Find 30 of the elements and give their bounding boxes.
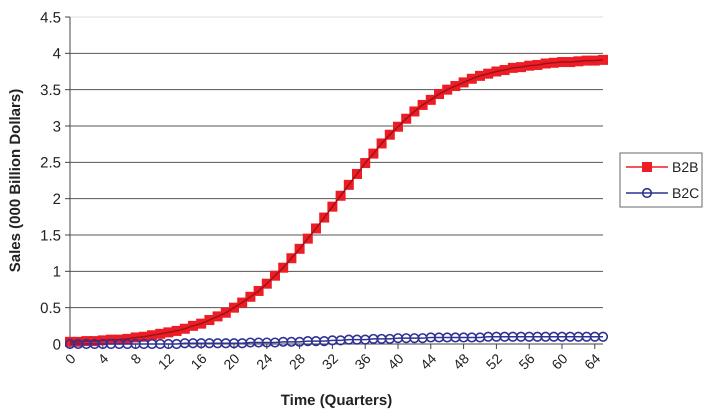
x-tick-label: 56 (515, 350, 538, 373)
x-tick-label: 40 (384, 350, 407, 373)
y-tick-label: 0 (52, 336, 61, 354)
y-tick-label: 1 (52, 264, 61, 281)
legend-label: B2B (672, 158, 698, 175)
y-tick-label: 2 (52, 190, 61, 208)
y-tick-label: 3 (52, 118, 61, 136)
legend-label: B2C (672, 184, 700, 201)
x-tick-label: 32 (318, 350, 342, 373)
y-tick-label: 3.5 (40, 82, 61, 99)
x-tick-label: 60 (548, 350, 571, 373)
x-tick-label: 12 (154, 350, 178, 373)
x-tick-label: 28 (286, 350, 308, 373)
y-tick-label: 4 (52, 46, 61, 63)
x-tick-label: 48 (450, 350, 472, 373)
x-tick-label: 16 (187, 350, 210, 373)
x-tick-label: 8 (127, 350, 144, 368)
x-tick-label: 64 (581, 350, 604, 373)
y-tick-label: 0.5 (40, 300, 61, 317)
x-tick-label: 20 (220, 350, 243, 373)
y-tick-label: 4.5 (40, 9, 61, 26)
x-tick-label: 44 (417, 350, 440, 373)
x-tick-label: 24 (253, 350, 276, 373)
x-tick-label: 36 (351, 350, 374, 373)
x-tick-label: 4 (94, 350, 112, 368)
y-axis-title: Sales (000 Billion Dollars) (7, 88, 24, 272)
y-tick-label: 2.5 (40, 154, 61, 172)
x-axis-title: Time (Quarters) (280, 392, 392, 409)
x-tick-label: 52 (482, 350, 506, 373)
y-tick-label: 1.5 (40, 227, 61, 244)
